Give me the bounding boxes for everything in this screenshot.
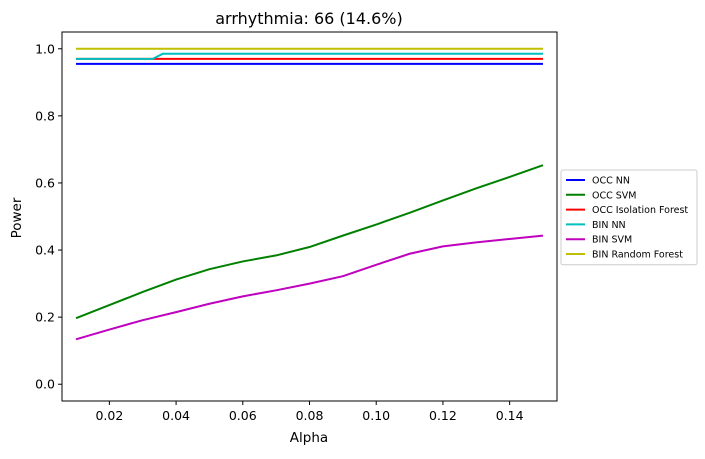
y-tick-label: 1.0 xyxy=(35,41,55,56)
legend-label: BIN SVM xyxy=(592,235,632,246)
series-line-5 xyxy=(75,234,544,341)
legend-box xyxy=(560,169,698,266)
x-tick-label: 0.02 xyxy=(95,408,123,423)
legend: OCC NN OCC SVM OCC Isolation Forest BIN NN B… xyxy=(560,169,698,266)
plot-area: 0.02 0.04 0.06 0.08 0.10 0.12 0.14 0.0 0.2 0.4 0.6… xyxy=(35,31,558,423)
chart-title: arrhythmia: 66 (14.6%) xyxy=(215,9,403,28)
y-tick-label: 0.8 xyxy=(35,108,55,123)
x-axis-label: Alpha xyxy=(290,430,328,446)
y-tick-label: 0.4 xyxy=(35,243,55,258)
x-tick-label: 0.10 xyxy=(362,408,390,423)
x-tick-label: 0.04 xyxy=(162,408,190,423)
y-tick-label: 0.2 xyxy=(35,310,55,325)
y-tick-label: 0.0 xyxy=(35,377,55,392)
y-axis-label: Power xyxy=(9,197,25,238)
x-tick-label: 0.08 xyxy=(296,408,324,423)
legend-label: OCC NN xyxy=(592,176,630,187)
x-tick-label: 0.14 xyxy=(496,408,524,423)
series-line-4 xyxy=(76,52,543,60)
axes-frame xyxy=(61,31,558,402)
x-tick-label: 0.12 xyxy=(429,408,457,423)
series-line-2 xyxy=(75,164,544,320)
legend-label: OCC SVM xyxy=(592,190,637,201)
legend-label: BIN Random Forest xyxy=(592,250,683,261)
y-tick-label: 0.6 xyxy=(35,175,55,190)
x-tick-label: 0.06 xyxy=(229,408,257,423)
legend-label: BIN NN xyxy=(592,220,626,231)
legend-label: OCC Isolation Forest xyxy=(592,205,688,216)
